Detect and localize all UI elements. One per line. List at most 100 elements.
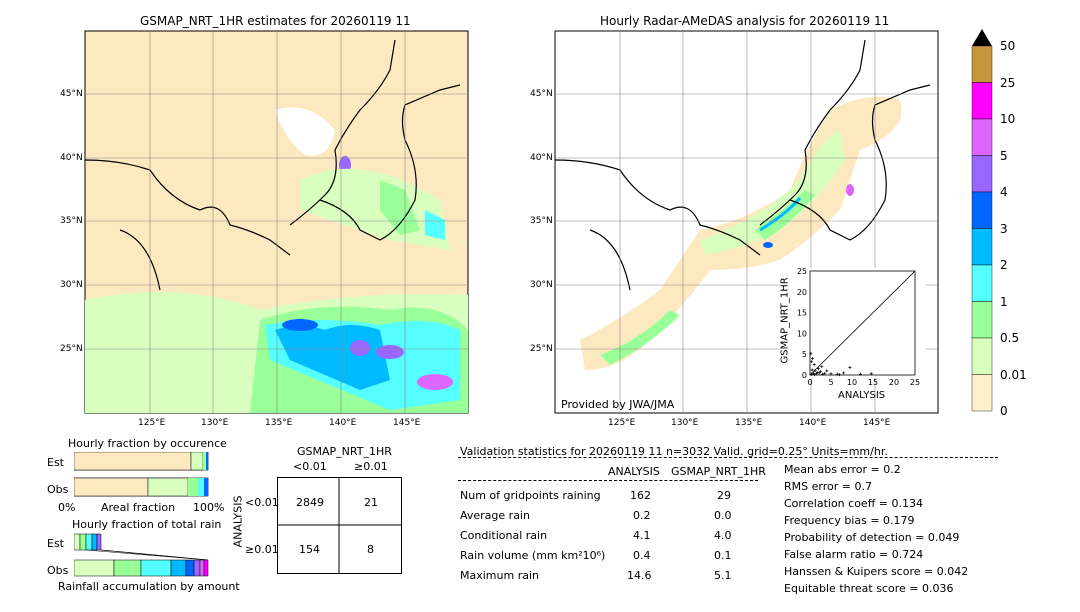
validation-header: Validation statistics for 20260119 11 n=… — [460, 445, 888, 458]
colorbar-segment — [971, 191, 993, 229]
contingency-title: GSMAP_NRT_1HR — [297, 445, 392, 458]
scatter-point — [813, 369, 817, 373]
right-map — [554, 30, 939, 414]
inset-xtick: 10 — [847, 378, 857, 387]
colorbar-label: 1 — [1000, 294, 1008, 309]
scatter-point — [817, 371, 821, 375]
right-rain-mod — [755, 190, 815, 240]
right-lat-30: 30°N — [530, 280, 553, 290]
scatter-point — [811, 356, 815, 360]
scatter-point — [810, 360, 814, 364]
inset-xtick: 20 — [889, 378, 899, 387]
scatter-point — [825, 369, 829, 373]
score-7: Equitable threat score = 0.036 — [784, 582, 954, 595]
contingency-row-label: ANALYSIS — [231, 495, 245, 548]
left-map-title: GSMAP_NRT_1HR estimates for 20260119 11 — [140, 14, 411, 28]
colorbar-label: 25 — [1000, 75, 1016, 90]
score-5: False alarm ratio = 0.724 — [784, 548, 924, 561]
left-lon-135: 135°E — [265, 418, 293, 428]
inset-scatter: 00 5 5 10 10 15 15 20 20 25 25 — [797, 267, 920, 387]
right-lat-25: 25°N — [530, 344, 553, 354]
stat-analysis-3: 0.4 — [633, 549, 651, 562]
score-2: Correlation coeff = 0.134 — [784, 497, 923, 510]
stat-gsmap-1: 0.0 — [714, 509, 732, 522]
right-map-title: Hourly Radar-AMeDAS analysis for 2026011… — [600, 14, 890, 28]
colorbar-label: 50 — [1000, 39, 1016, 53]
validation-divider — [458, 457, 998, 458]
inset-ytick: 10 — [797, 329, 807, 338]
left-gridlines — [85, 31, 468, 413]
colorbar-segment — [971, 301, 993, 339]
colorbar-label: 5 — [1000, 148, 1008, 163]
colorbar-label: 4 — [1000, 185, 1008, 199]
left-rain-core-2 — [350, 340, 370, 356]
inset-ytick: 20 — [797, 288, 807, 297]
inset-ytick: 25 — [797, 267, 807, 276]
left-coastline — [84, 39, 461, 291]
right-lat-35: 35°N — [530, 216, 553, 226]
colorbar-segment — [971, 264, 993, 302]
colorbar-segment — [971, 118, 993, 156]
colorbar-label: 0.5 — [1000, 331, 1020, 345]
score-6: Hanssen & Kuipers score = 0.042 — [784, 565, 969, 578]
stat-label-4: Maximum rain — [460, 569, 539, 582]
scatter-point — [810, 368, 814, 372]
colorbar-segment — [971, 155, 993, 193]
credit-text: Provided by JWA/JMA — [561, 398, 675, 411]
scatter-point — [820, 365, 824, 369]
score-1: RMS error = 0.7 — [784, 480, 872, 493]
score-4: Probability of detection = 0.049 — [784, 531, 960, 544]
scatter-point — [809, 372, 813, 376]
left-map — [84, 30, 469, 414]
total-bars — [74, 533, 209, 577]
scatter-point — [821, 372, 825, 376]
stat-label-1: Average rain — [460, 509, 530, 522]
contingency-row-0: <0.01 — [245, 496, 279, 509]
score-3: Frequency bias = 0.179 — [784, 514, 915, 527]
total-title: Hourly fraction of total rain — [72, 518, 222, 531]
inset-xtick: 0 — [807, 378, 812, 387]
colorbar-segment — [971, 228, 993, 266]
scatter-point — [809, 352, 813, 356]
left-lat-45: 45°N — [60, 89, 83, 99]
colorbar-label: 2 — [1000, 258, 1008, 272]
validation-col-gsmap: GSMAP_NRT_1HR — [671, 465, 766, 478]
validation-col-analysis: ANALYSIS — [608, 465, 660, 478]
stat-gsmap-4: 5.1 — [714, 569, 732, 582]
stat-label-0: Num of gridpoints raining — [460, 489, 601, 502]
inset-ytick: 5 — [802, 350, 807, 359]
occurence-axis-mid: Areal fraction — [101, 501, 176, 514]
left-lon-145: 145°E — [393, 418, 421, 428]
left-lon-125: 125°E — [138, 418, 166, 428]
occurence-axis-right: 100% — [193, 501, 225, 514]
right-rain-band — [759, 197, 802, 232]
contingency-col-1: ≥0.01 — [354, 460, 388, 473]
scatter-point — [813, 373, 817, 377]
stat-label-2: Conditional rain — [460, 529, 548, 542]
occurence-axis-left: 0% — [58, 501, 76, 514]
contingency-grid — [277, 477, 402, 574]
scatter-point — [829, 372, 833, 376]
inset-ylabel: GSMAP_NRT_1HR — [779, 277, 791, 364]
left-rain-core-4 — [417, 374, 453, 390]
left-nodata — [275, 107, 335, 156]
right-lon-140: 140°E — [799, 418, 827, 428]
right-rain-core-2 — [763, 242, 773, 248]
total-est-label: Est — [47, 537, 64, 550]
stat-analysis-2: 4.1 — [633, 529, 651, 542]
scatter-point — [816, 367, 820, 371]
scatter-point — [816, 371, 820, 375]
inset-ytick: 0 — [802, 371, 807, 380]
inset-xtick: 5 — [828, 378, 833, 387]
colorbar-arrow — [972, 29, 992, 46]
left-lat-40: 40°N — [60, 153, 83, 163]
stat-gsmap-2: 4.0 — [714, 529, 732, 542]
colorbar-label: 3 — [1000, 221, 1008, 236]
scatter-point — [848, 366, 852, 370]
occurence-est-label: Est — [47, 456, 64, 469]
total-axis-label: Rainfall accumulation by amount — [58, 580, 240, 593]
left-lon-140: 140°E — [329, 418, 357, 428]
left-lat-35: 35°N — [60, 216, 83, 226]
scatter-point — [837, 373, 841, 377]
left-rain-core-1 — [282, 319, 318, 331]
